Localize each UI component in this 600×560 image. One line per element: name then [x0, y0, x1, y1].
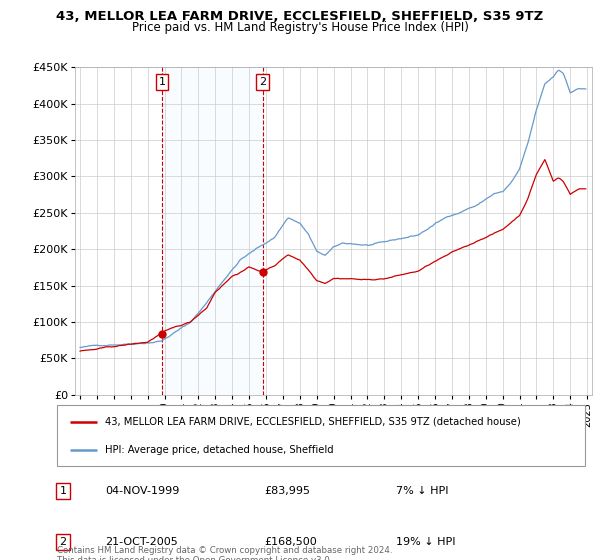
Text: £168,500: £168,500	[264, 537, 317, 547]
Text: 2: 2	[259, 77, 266, 87]
Text: 43, MELLOR LEA FARM DRIVE, ECCLESFIELD, SHEFFIELD, S35 9TZ: 43, MELLOR LEA FARM DRIVE, ECCLESFIELD, …	[56, 10, 544, 23]
Text: 1: 1	[59, 486, 67, 496]
Text: 43, MELLOR LEA FARM DRIVE, ECCLESFIELD, SHEFFIELD, S35 9TZ (detached house): 43, MELLOR LEA FARM DRIVE, ECCLESFIELD, …	[104, 417, 520, 427]
Text: £83,995: £83,995	[264, 486, 310, 496]
Text: 19% ↓ HPI: 19% ↓ HPI	[396, 537, 455, 547]
Text: 21-OCT-2005: 21-OCT-2005	[105, 537, 178, 547]
Text: HPI: Average price, detached house, Sheffield: HPI: Average price, detached house, Shef…	[104, 445, 333, 455]
Text: 2: 2	[59, 537, 67, 547]
FancyBboxPatch shape	[57, 405, 585, 466]
Bar	[162, 67, 263, 395]
Text: Price paid vs. HM Land Registry's House Price Index (HPI): Price paid vs. HM Land Registry's House …	[131, 21, 469, 34]
Text: 1: 1	[158, 77, 166, 87]
Text: 04-NOV-1999: 04-NOV-1999	[105, 486, 179, 496]
Text: 7% ↓ HPI: 7% ↓ HPI	[396, 486, 449, 496]
Text: Contains HM Land Registry data © Crown copyright and database right 2024.
This d: Contains HM Land Registry data © Crown c…	[57, 546, 392, 560]
